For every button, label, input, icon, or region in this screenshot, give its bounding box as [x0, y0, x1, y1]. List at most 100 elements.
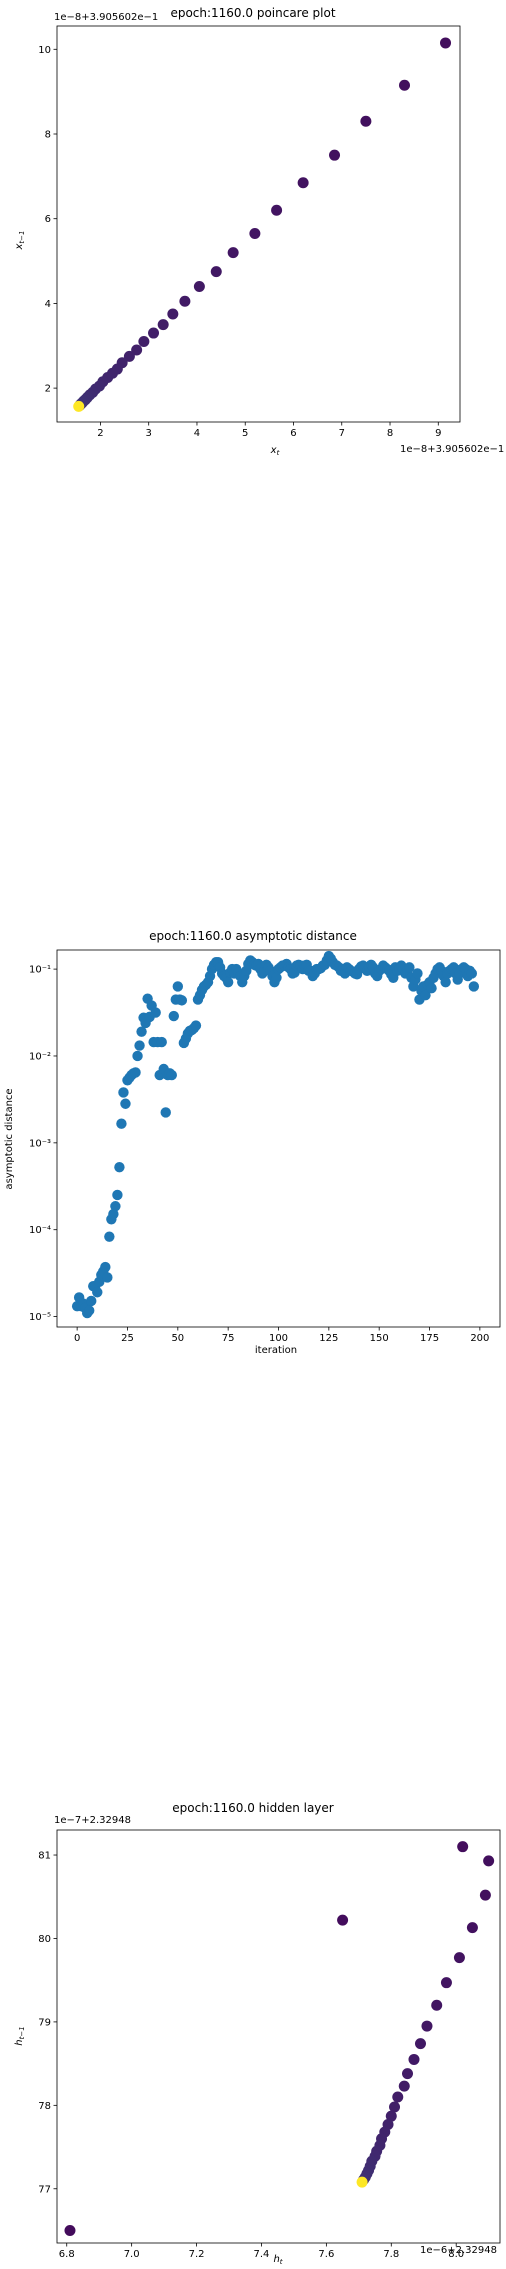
asymptotic-point: [108, 1208, 119, 1220]
poincare-point: [271, 204, 283, 216]
asymptotic-point: [404, 962, 415, 973]
hidden-point: [453, 1952, 465, 1964]
hidden-xtick-label: 7.2: [189, 2249, 205, 2260]
poincare-xticks: 2 3 4 5 6 7 8 9: [97, 422, 441, 439]
asymptotic-point: [110, 1201, 121, 1212]
asymptotic-point: [168, 1010, 179, 1022]
asymptotic-point: [118, 1087, 129, 1098]
poincare-point: [179, 295, 191, 307]
hidden-point: [483, 1855, 495, 1867]
asymptotic-point: [440, 976, 451, 988]
asymptotic-ytick-label: 10⁻¹: [29, 965, 51, 976]
asymptotic-point: [86, 1295, 97, 1307]
asymptotic-xtick-label: 150: [370, 1333, 389, 1344]
asymptotic-point: [100, 1261, 111, 1273]
hidden-xtick-label: 7.4: [254, 2249, 270, 2260]
hidden-y-offset: 1e−7+2.32948: [54, 1815, 131, 1826]
asymptotic-axes-frame: [56, 949, 501, 1328]
hidden-point: [356, 2176, 368, 2188]
asymptotic-ytick-label: 10⁻⁴: [29, 1225, 51, 1236]
asymptotic-point: [172, 981, 184, 992]
asymptotic-ytick-label: 10⁻⁵: [29, 1312, 51, 1323]
asymptotic-point: [112, 1189, 123, 1201]
poincare-point: [249, 228, 261, 240]
asymptotic-point: [130, 1067, 141, 1078]
hidden-point: [431, 1999, 443, 2011]
poincare-xtick-label: 2: [97, 428, 103, 439]
asymptotic-xtick-label: 100: [269, 1333, 288, 1344]
poincare-point: [138, 336, 150, 348]
poincare-point: [329, 149, 341, 161]
asymptotic-point: [420, 989, 431, 1001]
asymptotic-yticks: 10⁻⁵ 10⁻⁴ 10⁻³ 10⁻² 10⁻¹: [29, 965, 57, 1323]
poincare-xlabel: xt: [270, 445, 280, 457]
poincare-point: [131, 344, 143, 356]
hidden-ytick-label: 77: [38, 2184, 51, 2195]
hidden-point: [337, 1914, 349, 1926]
asymptotic-ytick-label: 10⁻²: [29, 1051, 51, 1062]
poincare-xtick-label: 8: [387, 428, 393, 439]
asymptotic-point: [114, 1161, 125, 1173]
poincare-axes-frame: [56, 25, 461, 423]
asymptotic-point: [134, 1040, 145, 1051]
hidden-point: [440, 1977, 452, 1989]
hidden-point: [408, 2053, 420, 2065]
hidden-ytick-label: 78: [38, 2101, 51, 2112]
hidden-xtick-label: 8.0: [448, 2249, 464, 2260]
hidden-point: [402, 2068, 414, 2080]
poincare-xtick-label: 4: [194, 428, 200, 439]
asymptotic-xlabel: iteration: [255, 1345, 297, 1356]
asymptotic-title: epoch:1160.0 asymptotic distance: [149, 929, 357, 943]
asymptotic-xtick-label: 200: [470, 1333, 489, 1344]
poincare-ytick-label: 10: [38, 45, 51, 56]
poincare-xtick-label: 7: [339, 428, 345, 439]
asymptotic-point: [92, 1287, 103, 1298]
hidden-point: [392, 2091, 404, 2103]
hidden-ylabel: ht−1: [14, 2026, 26, 2045]
asymptotic-point: [116, 1118, 127, 1129]
poincare-x-offset: 1e−8+3.905602e−1: [400, 444, 504, 455]
asymptotic-point: [426, 983, 437, 994]
asymptotic-xtick-label: 25: [121, 1333, 134, 1344]
asymptotic-point: [412, 968, 423, 979]
poincare-point: [440, 37, 452, 49]
poincare-point: [210, 266, 222, 278]
poincare-point: [398, 79, 410, 91]
hidden-x-offset: 1e−6+2.32948: [420, 2245, 497, 2256]
asymptotic-point: [150, 1007, 161, 1018]
poincare-ylabel: xt−1: [14, 231, 26, 251]
hidden-point: [479, 1889, 491, 1901]
poincare-point: [73, 400, 85, 412]
hidden-point: [421, 2020, 433, 2032]
asymptotic-point: [176, 995, 188, 1006]
hidden-ytick-label: 80: [38, 1934, 51, 1945]
poincare-point: [297, 177, 309, 189]
poincare-title: epoch:1160.0 poincare plot: [170, 6, 335, 20]
poincare-xtick-label: 9: [435, 428, 441, 439]
hidden-point: [398, 2080, 410, 2092]
hidden-point: [466, 1922, 478, 1934]
asymptotic-ytick-label: 10⁻³: [29, 1138, 51, 1149]
asymptotic-point: [104, 1231, 115, 1242]
asymptotic-point: [190, 1020, 202, 1031]
poincare-ytick-label: 8: [45, 130, 51, 141]
poincare-point: [123, 350, 135, 362]
poincare-points: [73, 37, 452, 412]
hidden-point: [64, 2224, 76, 2236]
hidden-point: [389, 2101, 401, 2113]
asymptotic-point: [466, 968, 478, 979]
poincare-point: [157, 319, 169, 331]
hidden-yticks: 77 78 79 80 81: [38, 1851, 57, 2195]
asymptotic-point: [156, 1036, 167, 1048]
poincare-xtick-label: 5: [242, 428, 248, 439]
asymptotic-xtick-label: 0: [74, 1333, 80, 1344]
poincare-point: [360, 115, 372, 127]
asymptotic-point: [84, 1305, 95, 1316]
asymptotic-xtick-label: 75: [222, 1333, 235, 1344]
asymptotic-point: [120, 1098, 131, 1109]
asymptotic-xtick-label: 175: [420, 1333, 439, 1344]
asymptotic-point: [468, 981, 480, 992]
poincare-yticks: 2 4 6 8 10: [38, 45, 57, 395]
asymptotic-point: [102, 1272, 113, 1283]
